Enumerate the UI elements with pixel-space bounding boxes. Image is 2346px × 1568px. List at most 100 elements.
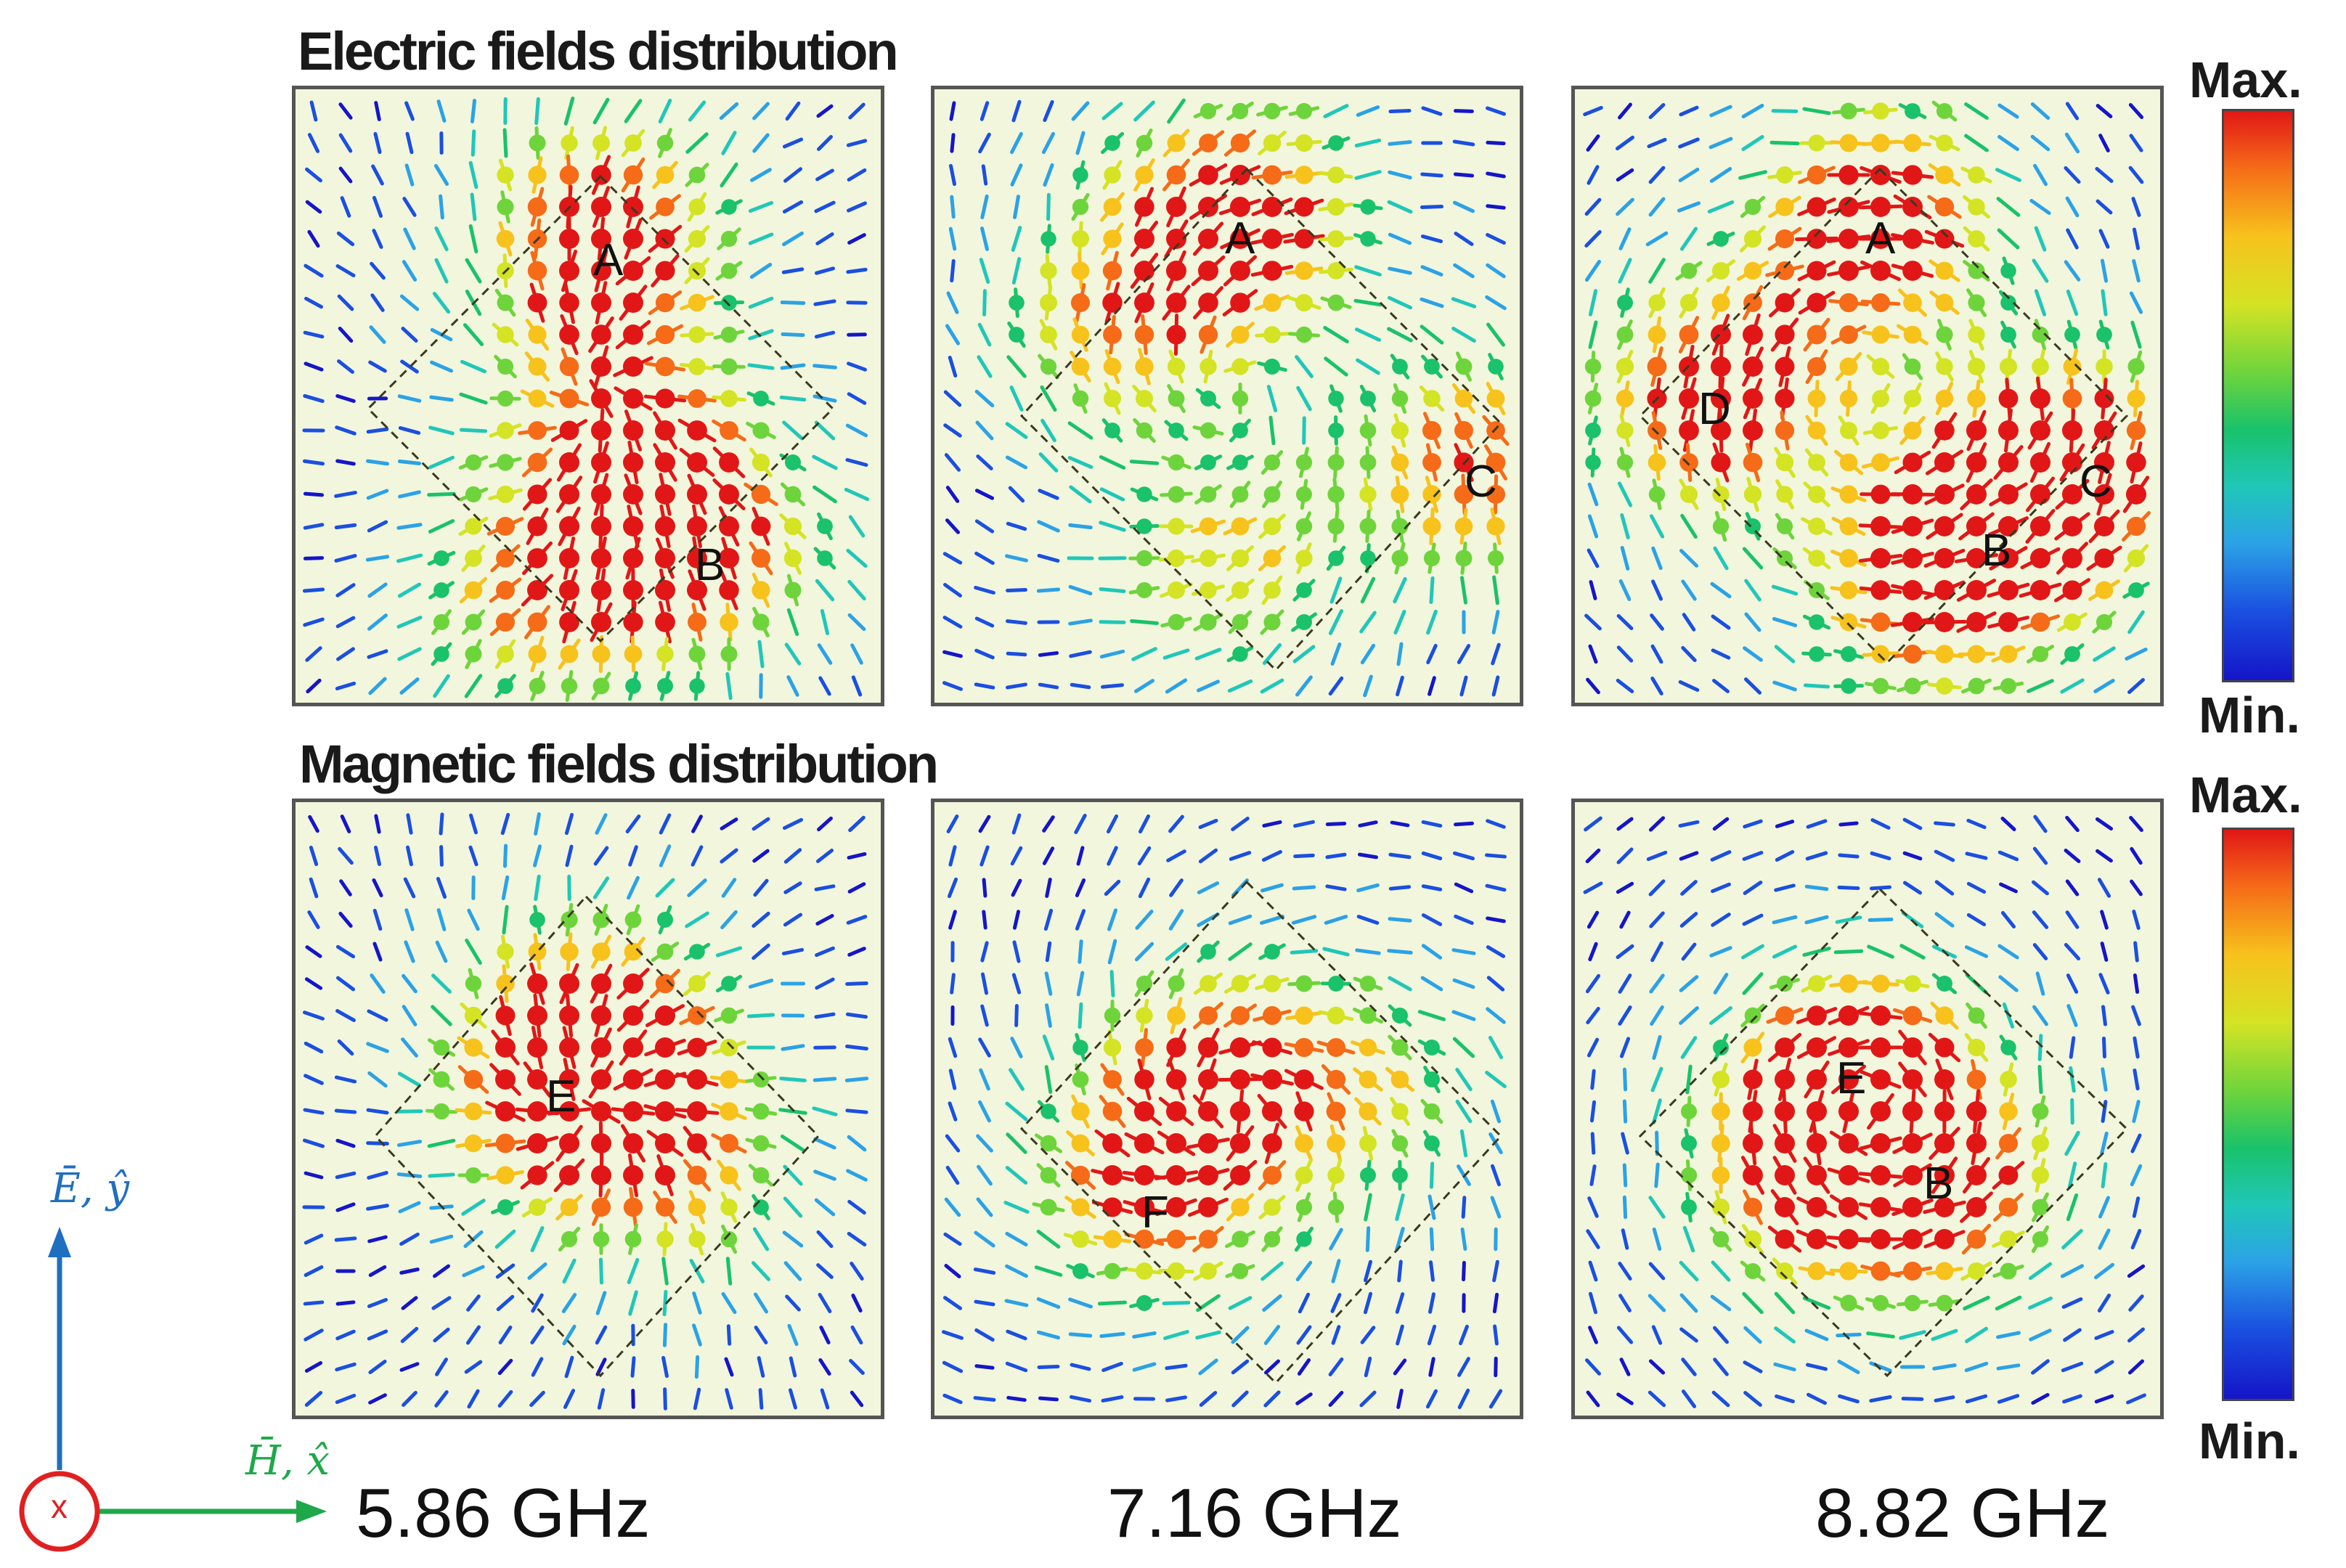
field-dot [1934, 1197, 1955, 1217]
field-dot [1263, 581, 1281, 599]
field-vector [367, 520, 388, 533]
field-dot [2128, 582, 2144, 598]
field-dot [1104, 1262, 1121, 1280]
field-vector [2065, 815, 2080, 833]
magnetic-title: Magnetic fields distribution [299, 734, 939, 794]
field-dot [1904, 358, 1921, 375]
field-vector [369, 325, 386, 344]
field-dot [1808, 581, 1825, 599]
field-vector [1454, 882, 1474, 894]
field-dot [1198, 1069, 1218, 1090]
field-dot [527, 580, 547, 600]
field-vector [1010, 131, 1023, 155]
field-dot [1392, 1167, 1408, 1183]
field-dot [527, 452, 547, 473]
field-dot [1102, 1197, 1123, 1217]
field-dot [720, 1007, 738, 1024]
field-dot [2030, 452, 2050, 473]
field-vector [1654, 1162, 1660, 1188]
field-dot [1167, 357, 1186, 376]
field-vector [847, 579, 866, 601]
field-vector [1648, 1390, 1666, 1408]
field-vector [2032, 258, 2049, 283]
field-vector [975, 420, 994, 441]
field-vector [468, 845, 478, 867]
field-dot [1071, 261, 1090, 280]
field-vector [1453, 263, 1475, 279]
field-vector [1393, 1358, 1407, 1376]
field-vector [436, 99, 447, 123]
field-dot [1999, 1102, 2018, 1121]
field-vector [815, 579, 835, 602]
field-dot [720, 1230, 738, 1248]
field-dot [1070, 1165, 1091, 1185]
field-dot [1679, 293, 1698, 312]
field-dot [1360, 231, 1376, 247]
field-dot [1871, 325, 1890, 344]
field-dot [1072, 1230, 1089, 1248]
field-dot [1102, 293, 1123, 313]
field-dot [1328, 135, 1344, 151]
field-vector [1292, 645, 1316, 663]
field-dot [1200, 613, 1217, 631]
field-dot [720, 230, 738, 248]
field-dot [1840, 422, 1857, 439]
field-vector [1420, 297, 1444, 309]
field-dot [1103, 357, 1122, 376]
field-dot [1967, 645, 1986, 663]
field-vector [1585, 848, 1601, 864]
field-dot [655, 516, 675, 536]
field-dot [1326, 1069, 1346, 1090]
field-dot [497, 326, 514, 343]
field-vector [976, 1134, 993, 1153]
field-vector [752, 943, 770, 960]
field-vector [1068, 1297, 1093, 1309]
field-vector [1042, 846, 1055, 865]
field-vector [1712, 679, 1730, 693]
field-vector [1678, 137, 1700, 149]
field-vector [597, 1388, 606, 1410]
field-dot [688, 198, 706, 216]
field-dot [1360, 199, 1376, 215]
field-vector [1713, 973, 1729, 995]
field-dot [1934, 1101, 1955, 1122]
field-dot [655, 293, 675, 313]
field-dot [1454, 421, 1473, 440]
field-dot [495, 1133, 516, 1153]
field-vector [689, 1259, 705, 1283]
field-vector [2027, 679, 2054, 693]
field-dot [1104, 390, 1121, 407]
field-vector [1322, 947, 1350, 957]
field-dot [689, 678, 705, 694]
field-dot [1423, 1103, 1441, 1120]
field-vector [1490, 1196, 1502, 1219]
field-vector [1934, 1395, 1955, 1402]
field-vector [1588, 1326, 1598, 1344]
field-dot [1902, 1229, 1923, 1249]
field-dot [1870, 612, 1891, 632]
field-dot [528, 166, 547, 184]
field-vector [1331, 1259, 1341, 1283]
field-dot [1838, 1101, 1859, 1122]
field-vector [1295, 355, 1313, 378]
field-dot [1424, 1040, 1440, 1055]
field-dot [433, 646, 449, 662]
x-axis-circle [19, 1471, 100, 1552]
field-dot [1744, 198, 1761, 216]
field-dot [495, 516, 516, 536]
colorbar-top-max-label: Max. [2189, 52, 2302, 108]
field-vector [1711, 614, 1731, 630]
field-dot [655, 484, 675, 505]
field-dot [1838, 197, 1859, 217]
field-vector [1965, 1394, 1988, 1404]
field-vector [847, 947, 866, 957]
field-dot [465, 486, 482, 503]
field-vector [692, 1291, 702, 1315]
field-vector [817, 643, 833, 665]
field-vector [2028, 1262, 2053, 1281]
field-vector [1043, 99, 1054, 123]
field-vector [406, 813, 413, 835]
field-dot [1487, 550, 1504, 567]
field-vector [1038, 1396, 1059, 1402]
field-dot [1775, 293, 1795, 313]
